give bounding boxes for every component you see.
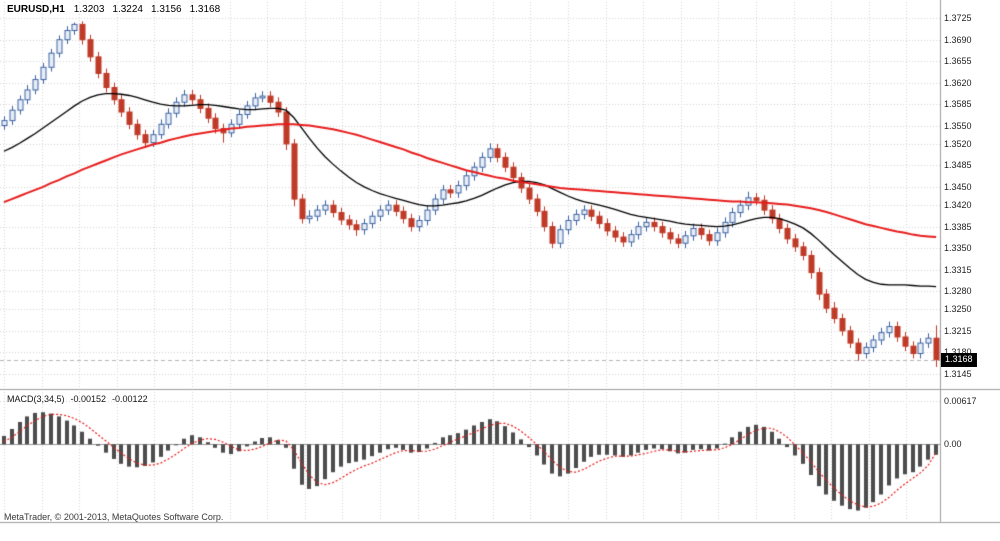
- price-axis-label: 1.3315: [944, 264, 972, 275]
- low-value: 1.3156: [150, 4, 182, 15]
- price-axis-label: 1.3550: [944, 120, 972, 131]
- price-axis-label: 1.3350: [944, 243, 972, 254]
- macd-name: MACD(3,34,5): [7, 394, 65, 404]
- price-axis-label: 1.3145: [944, 368, 972, 379]
- macd-axis-label: 0.00617: [944, 396, 977, 407]
- close-value: 1.3168: [189, 4, 221, 15]
- open-value: 1.3203: [73, 4, 105, 15]
- macd-value: -0.00152: [70, 394, 107, 404]
- price-axis-label: 1.3420: [944, 200, 972, 211]
- high-value: 1.3224: [112, 4, 143, 15]
- price-axis-label: 1.3250: [944, 304, 972, 315]
- price-axis-label: 1.3485: [944, 160, 972, 171]
- price-axis-label: 1.3180: [944, 347, 972, 357]
- ohlc-header: EURUSD,H1 1.3203 1.3224 1.3156 1.3168: [7, 4, 228, 15]
- price-axis-label: 1.3585: [944, 99, 972, 110]
- price-axis-label: 1.3655: [944, 56, 972, 67]
- price-axis-label: 1.3215: [944, 325, 972, 336]
- macd-signal-value: -0.00122: [112, 394, 148, 404]
- price-axis-label: 1.3725: [944, 13, 972, 24]
- copyright-footer: MetaTrader, © 2001-2013, MetaQuotes Soft…: [4, 512, 224, 522]
- price-axis-label: 1.3620: [944, 77, 972, 88]
- price-axis-label: 1.3690: [944, 34, 972, 45]
- price-axis-label: 1.3385: [944, 221, 972, 232]
- time-axis[interactable]: 31 Jan 20131 Feb 05:001 Feb 21:004 Feb 1…: [0, 524, 1000, 541]
- price-axis-label: 1.3450: [944, 181, 972, 192]
- current-price-tag: 1.3168: [941, 352, 977, 367]
- macd-axis-label: 0.00: [944, 439, 962, 450]
- macd-indicator-label: MACD(3,34,5) -0.00152 -0.00122: [7, 394, 154, 404]
- price-axis-label: 1.3520: [944, 138, 972, 149]
- symbol-timeframe-label: EURUSD,H1: [7, 4, 65, 15]
- price-axis-label: 1.3280: [944, 286, 972, 296]
